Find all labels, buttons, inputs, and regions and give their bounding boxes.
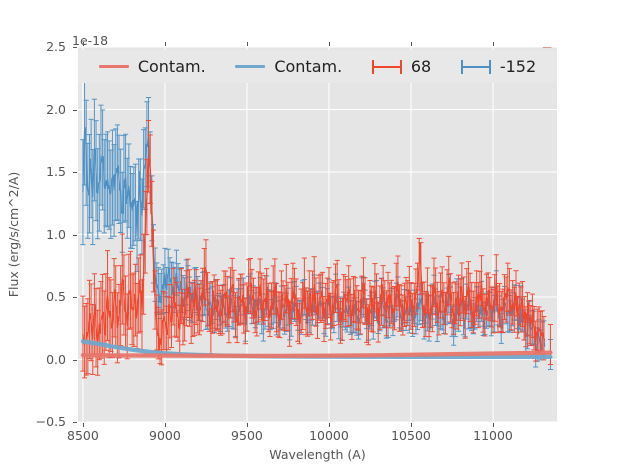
x-tick-mark: [246, 423, 248, 427]
legend-line-swatch: [235, 65, 266, 68]
y-tick-mark: [73, 359, 77, 361]
y-axis-label: Flux (erg/s/cm^2/A): [6, 171, 21, 298]
x-tick-mark: [328, 423, 330, 427]
errorbar-cap-right: [488, 59, 491, 74]
legend-entry[interactable]: Contam.: [98, 57, 206, 76]
x-tick-label: 9500: [231, 428, 263, 443]
series-68: [80, 47, 554, 379]
errorbar-cap-left: [371, 59, 374, 74]
x-tick-label: 10500: [391, 428, 431, 443]
x-tick-mark-top: [493, 42, 495, 46]
legend-entry[interactable]: Contam.: [235, 57, 342, 76]
y-tick-mark: [73, 172, 77, 173]
x-tick-mark-top: [328, 42, 330, 46]
x-axis-label: Wavelength (A): [269, 447, 366, 462]
errorbar-stem: [371, 65, 402, 68]
plot-area[interactable]: [78, 47, 557, 422]
x-tick-mark: [493, 423, 495, 427]
x-tick-mark-top: [246, 42, 248, 46]
legend-label: Contam.: [274, 57, 343, 76]
x-tick-label: 9000: [149, 428, 181, 443]
x-tick-label: 10000: [309, 428, 349, 443]
legend-errorbar-swatch: [371, 59, 402, 74]
errorbar-cap-right: [399, 59, 402, 74]
x-tick-mark: [82, 423, 84, 427]
y-tick-label: 0.5: [46, 289, 66, 304]
legend-label: -152: [499, 57, 537, 76]
y-tick-mark: [73, 297, 77, 298]
legend-label: Contam.: [137, 57, 206, 76]
x-tick-mark: [411, 423, 412, 427]
y-tick-label: 2.5: [46, 39, 66, 54]
y-axis-offset-text: 1e-18: [72, 33, 109, 48]
x-tick-mark-top: [164, 42, 166, 46]
data-line: [82, 156, 546, 351]
legend-line-swatch: [98, 65, 129, 68]
legend-label: 68: [410, 57, 432, 76]
y-tick-label: 1.0: [46, 226, 66, 242]
gridlines: [78, 47, 557, 422]
y-tick-mark: [73, 234, 77, 236]
legend[interactable]: Contam. Contam. 68 -152: [78, 50, 557, 83]
errorbar-stem: [460, 65, 491, 68]
x-tick-label: 11000: [473, 428, 513, 443]
y-tick-label: 0.0: [46, 351, 66, 367]
legend-entry[interactable]: -152: [460, 57, 537, 76]
x-tick-label: 8500: [67, 428, 99, 443]
contamination-model-line: [80, 350, 553, 358]
x-tick-mark: [164, 423, 166, 427]
y-tick-label: 1.5: [46, 164, 66, 179]
y-tick-label: 2.0: [46, 101, 66, 117]
x-tick-mark-top: [82, 42, 84, 46]
y-tick-label: −0.5: [35, 414, 66, 429]
legend-errorbar-swatch: [460, 59, 491, 74]
y-tick-mark: [73, 47, 77, 48]
x-tick-mark-top: [411, 42, 412, 46]
y-tick-mark: [73, 422, 77, 423]
errorbar-cap-left: [460, 59, 463, 74]
y-tick-mark: [73, 109, 77, 111]
legend-entry[interactable]: 68: [371, 57, 432, 76]
plot-svg: [78, 47, 557, 422]
